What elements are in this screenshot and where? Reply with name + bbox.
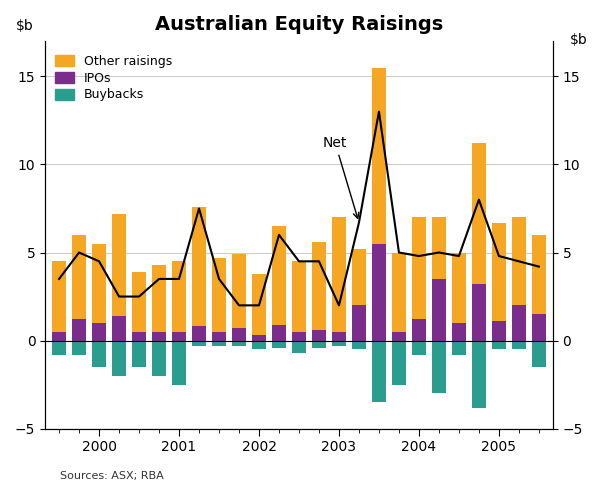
Bar <box>172 341 186 385</box>
Bar <box>292 261 306 332</box>
Bar <box>512 305 526 341</box>
Bar <box>492 321 506 341</box>
Bar <box>72 319 86 341</box>
Bar <box>412 341 426 355</box>
Bar <box>212 332 226 341</box>
Bar <box>192 327 206 341</box>
Bar <box>212 258 226 332</box>
Bar <box>112 214 126 316</box>
Bar <box>72 235 86 319</box>
Y-axis label: $b: $b <box>16 19 34 33</box>
Bar <box>132 272 146 332</box>
Bar <box>332 341 346 346</box>
Bar <box>332 217 346 332</box>
Bar <box>472 143 486 284</box>
Bar <box>292 341 306 353</box>
Bar <box>392 341 406 385</box>
Bar <box>132 341 146 367</box>
Bar <box>112 341 126 376</box>
Bar <box>212 341 226 346</box>
Bar <box>312 341 326 348</box>
Bar <box>52 261 66 332</box>
Bar <box>472 341 486 408</box>
Bar <box>512 341 526 349</box>
Bar <box>352 305 366 341</box>
Bar <box>192 207 206 327</box>
Title: Australian Equity Raisings: Australian Equity Raisings <box>155 15 443 34</box>
Bar <box>232 341 246 346</box>
Bar <box>52 332 66 341</box>
Bar <box>112 316 126 341</box>
Bar <box>512 217 526 305</box>
Text: Sources: ASX; RBA: Sources: ASX; RBA <box>60 471 164 481</box>
Bar <box>192 341 206 346</box>
Bar <box>492 341 506 349</box>
Bar <box>92 323 106 341</box>
Bar <box>152 341 166 376</box>
Bar <box>412 217 426 319</box>
Legend: Other raisings, IPOs, Buybacks: Other raisings, IPOs, Buybacks <box>52 51 176 105</box>
Bar <box>492 223 506 321</box>
Bar <box>352 249 366 305</box>
Bar <box>252 341 266 349</box>
Y-axis label: $b: $b <box>569 33 587 47</box>
Bar <box>152 332 166 341</box>
Bar <box>132 332 146 341</box>
Bar <box>392 332 406 341</box>
Bar <box>392 253 406 332</box>
Bar <box>252 335 266 341</box>
Bar <box>532 235 546 314</box>
Bar <box>312 242 326 330</box>
Bar <box>312 330 326 341</box>
Bar <box>432 341 446 393</box>
Bar <box>152 265 166 332</box>
Bar <box>272 341 286 348</box>
Bar <box>232 328 246 341</box>
Bar <box>172 332 186 341</box>
Bar <box>332 332 346 341</box>
Bar <box>532 341 546 367</box>
Bar <box>272 325 286 341</box>
Bar <box>232 254 246 328</box>
Bar <box>352 341 366 349</box>
Bar <box>432 217 446 279</box>
Bar <box>272 226 286 325</box>
Bar <box>92 341 106 367</box>
Bar <box>532 314 546 341</box>
Bar <box>72 341 86 355</box>
Bar <box>92 244 106 323</box>
Bar <box>452 341 466 355</box>
Bar <box>452 323 466 341</box>
Bar <box>252 273 266 335</box>
Bar <box>172 261 186 332</box>
Bar <box>432 279 446 341</box>
Bar <box>372 341 386 402</box>
Bar <box>372 244 386 341</box>
Bar <box>472 284 486 341</box>
Text: Net: Net <box>323 136 359 218</box>
Bar <box>372 68 386 244</box>
Bar <box>452 253 466 323</box>
Bar <box>412 319 426 341</box>
Bar <box>52 341 66 355</box>
Bar <box>292 332 306 341</box>
